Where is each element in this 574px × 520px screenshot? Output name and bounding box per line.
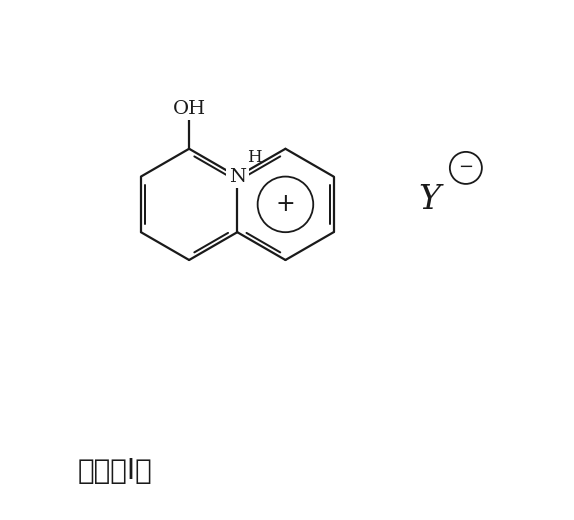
Text: +: + (276, 192, 295, 216)
Text: H: H (247, 149, 262, 166)
Text: N: N (229, 167, 246, 186)
Text: OH: OH (173, 100, 205, 118)
Text: Y: Y (418, 184, 440, 216)
Text: 通式（I）: 通式（I） (78, 458, 153, 485)
Text: −: − (458, 158, 474, 176)
